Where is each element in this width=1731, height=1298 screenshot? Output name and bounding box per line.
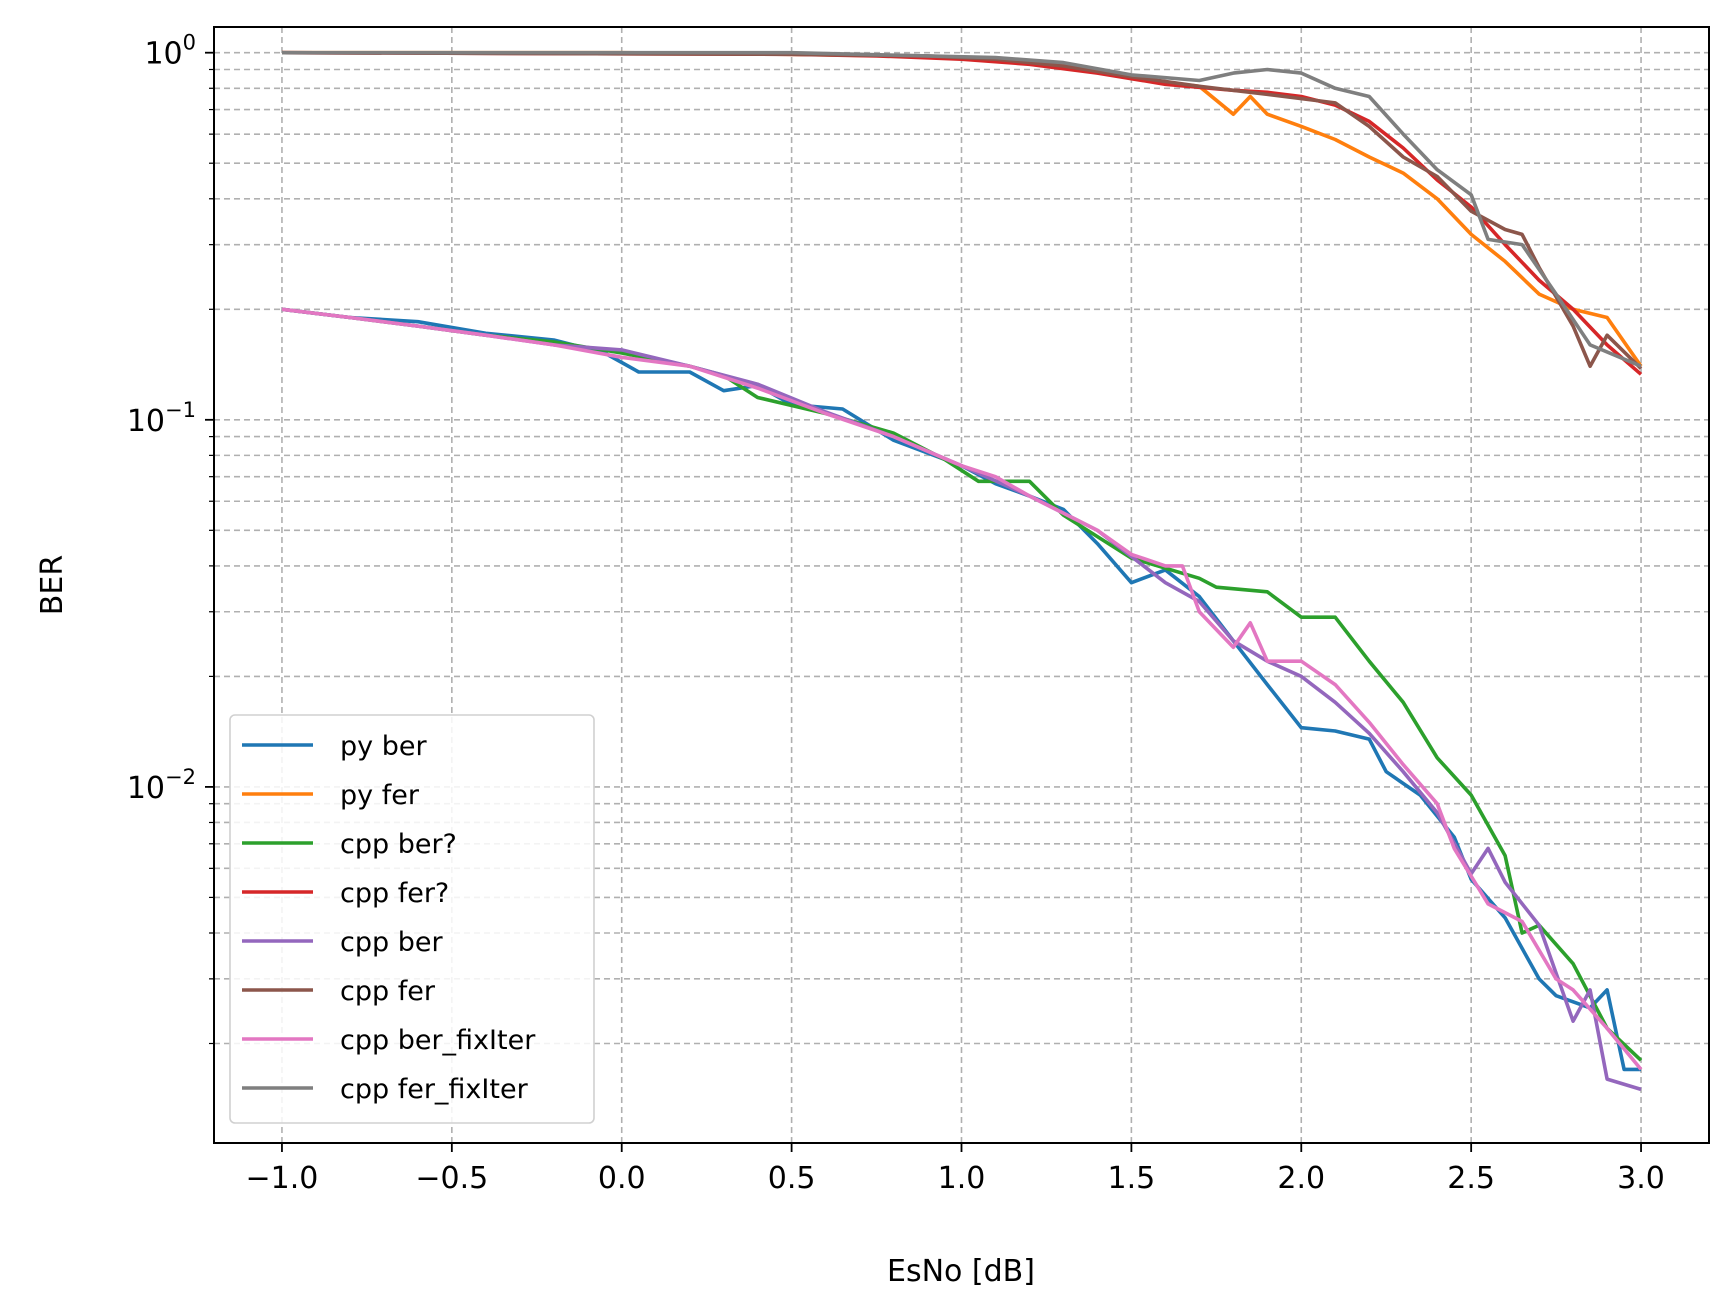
x-axis-label: EsNo [dB] — [887, 1254, 1035, 1289]
series-line — [281, 307, 1643, 1071]
grid — [214, 27, 1709, 1143]
x-tick-label: 0.0 — [598, 1161, 646, 1196]
series-line — [281, 50, 1643, 370]
series-line — [281, 307, 1642, 1092]
x-tick-label: 2.5 — [1447, 1161, 1495, 1196]
legend-label: py ber — [340, 731, 427, 762]
x-tick-label: 0.5 — [768, 1161, 816, 1196]
legend-label: cpp ber — [340, 927, 443, 958]
x-tick-label: 1.5 — [1108, 1161, 1156, 1196]
legend-label: cpp ber_fixIter — [340, 1025, 536, 1056]
x-tick-label: 1.0 — [938, 1161, 986, 1196]
series-line — [282, 50, 1642, 368]
axis-ticks: −1.0 −0.5 0.0 0.5 1.0 1.5 2.0 2.5 3.0 100 10−1 10−2 — [127, 31, 1665, 1196]
legend-label: cpp fer_fixIter — [340, 1074, 529, 1105]
x-tick-label: −0.5 — [415, 1161, 488, 1196]
legend-label: cpp fer — [340, 976, 436, 1007]
series-line — [281, 307, 1641, 1072]
y-axis-label: BER — [35, 555, 70, 615]
legend: py ber py fer cpp ber? cpp fer? cpp ber cpp f… — [229, 714, 595, 1124]
legend-box — [229, 714, 595, 1124]
legend-label: cpp ber? — [340, 829, 457, 860]
y-tick-label: 10−1 — [127, 398, 196, 439]
y-tick-label: 10−2 — [127, 765, 196, 806]
y-tick-label: 100 — [144, 31, 196, 72]
x-tick-label: 3.0 — [1617, 1161, 1665, 1196]
x-tick-label: −1.0 — [246, 1161, 319, 1196]
series-lines — [281, 50, 1643, 1092]
legend-label: py fer — [340, 780, 420, 811]
legend-label: cpp fer? — [340, 878, 449, 909]
x-tick-label: 2.0 — [1277, 1161, 1325, 1196]
